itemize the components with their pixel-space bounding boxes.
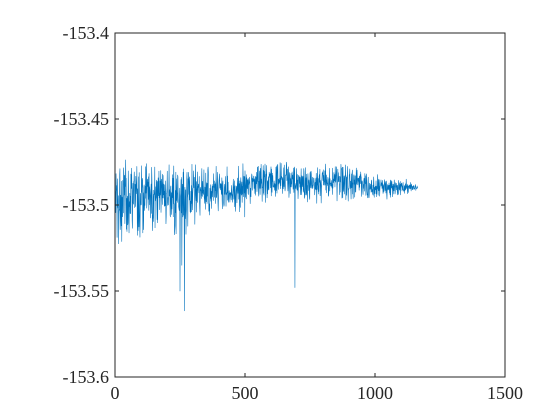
axes: [114, 32, 506, 378]
y-tick-label: -153.4: [63, 23, 110, 43]
x-tick-label: 500: [232, 383, 259, 403]
x-tick-label: 1500: [487, 383, 523, 403]
y-tick-label: -153.6: [63, 367, 110, 387]
plot-area: [115, 159, 418, 312]
tick-labels: 0 500 1000 1500 -153.6 -153.55 -153.5 -153.45 -1…: [54, 23, 524, 403]
series-line-0: [115, 159, 418, 312]
x-tick-label: 1000: [357, 383, 393, 403]
y-tick-label: -153.55: [54, 281, 110, 301]
x-tick-label: 0: [111, 383, 120, 403]
y-tick-label: -153.5: [63, 195, 110, 215]
y-tick-label: -153.45: [54, 109, 110, 129]
